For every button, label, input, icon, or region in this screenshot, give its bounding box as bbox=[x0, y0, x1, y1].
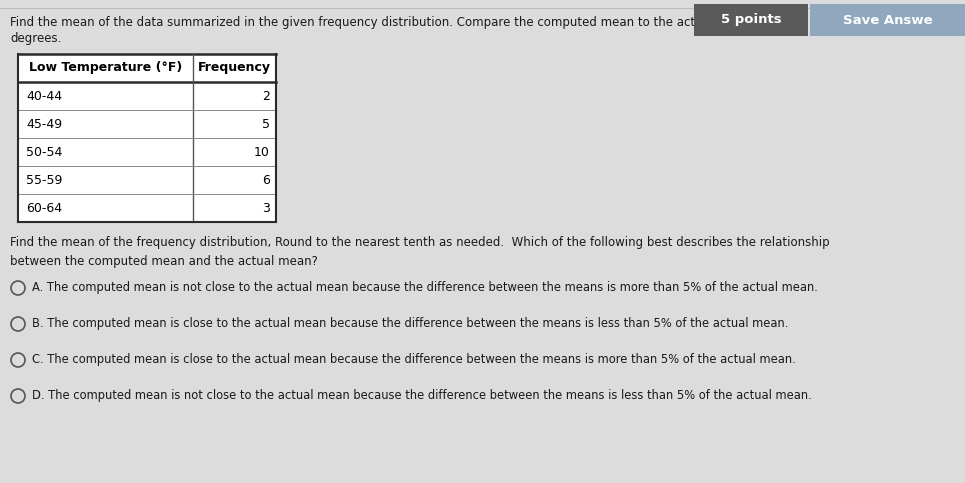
Text: 50-54: 50-54 bbox=[26, 145, 63, 158]
Text: A. The computed mean is not close to the actual mean because the difference betw: A. The computed mean is not close to the… bbox=[32, 282, 818, 295]
Text: Low Temperature (°F): Low Temperature (°F) bbox=[29, 61, 182, 74]
Text: 2: 2 bbox=[262, 89, 270, 102]
Text: 3: 3 bbox=[262, 201, 270, 214]
Text: Frequency: Frequency bbox=[198, 61, 271, 74]
Text: Find the mean of the data summarized in the given frequency distribution. Compar: Find the mean of the data summarized in … bbox=[10, 16, 795, 29]
Text: 45-49: 45-49 bbox=[26, 117, 62, 130]
Text: C. The computed mean is close to the actual mean because the difference between : C. The computed mean is close to the act… bbox=[32, 354, 796, 367]
Text: B. The computed mean is close to the actual mean because the difference between : B. The computed mean is close to the act… bbox=[32, 317, 788, 330]
Text: D. The computed mean is not close to the actual mean because the difference betw: D. The computed mean is not close to the… bbox=[32, 389, 812, 402]
Text: Save Answe: Save Answe bbox=[842, 14, 932, 27]
Text: 5 points: 5 points bbox=[721, 14, 782, 27]
Text: 10: 10 bbox=[254, 145, 270, 158]
Text: 5: 5 bbox=[262, 117, 270, 130]
FancyBboxPatch shape bbox=[18, 54, 276, 222]
Text: 40-44: 40-44 bbox=[26, 89, 62, 102]
FancyBboxPatch shape bbox=[810, 4, 965, 36]
Text: 60-64: 60-64 bbox=[26, 201, 62, 214]
FancyBboxPatch shape bbox=[694, 4, 808, 36]
Text: Find the mean of the frequency distribution, Round to the nearest tenth as neede: Find the mean of the frequency distribut… bbox=[10, 236, 830, 268]
Text: 6: 6 bbox=[262, 173, 270, 186]
Text: degrees.: degrees. bbox=[10, 32, 62, 45]
Text: 55-59: 55-59 bbox=[26, 173, 63, 186]
